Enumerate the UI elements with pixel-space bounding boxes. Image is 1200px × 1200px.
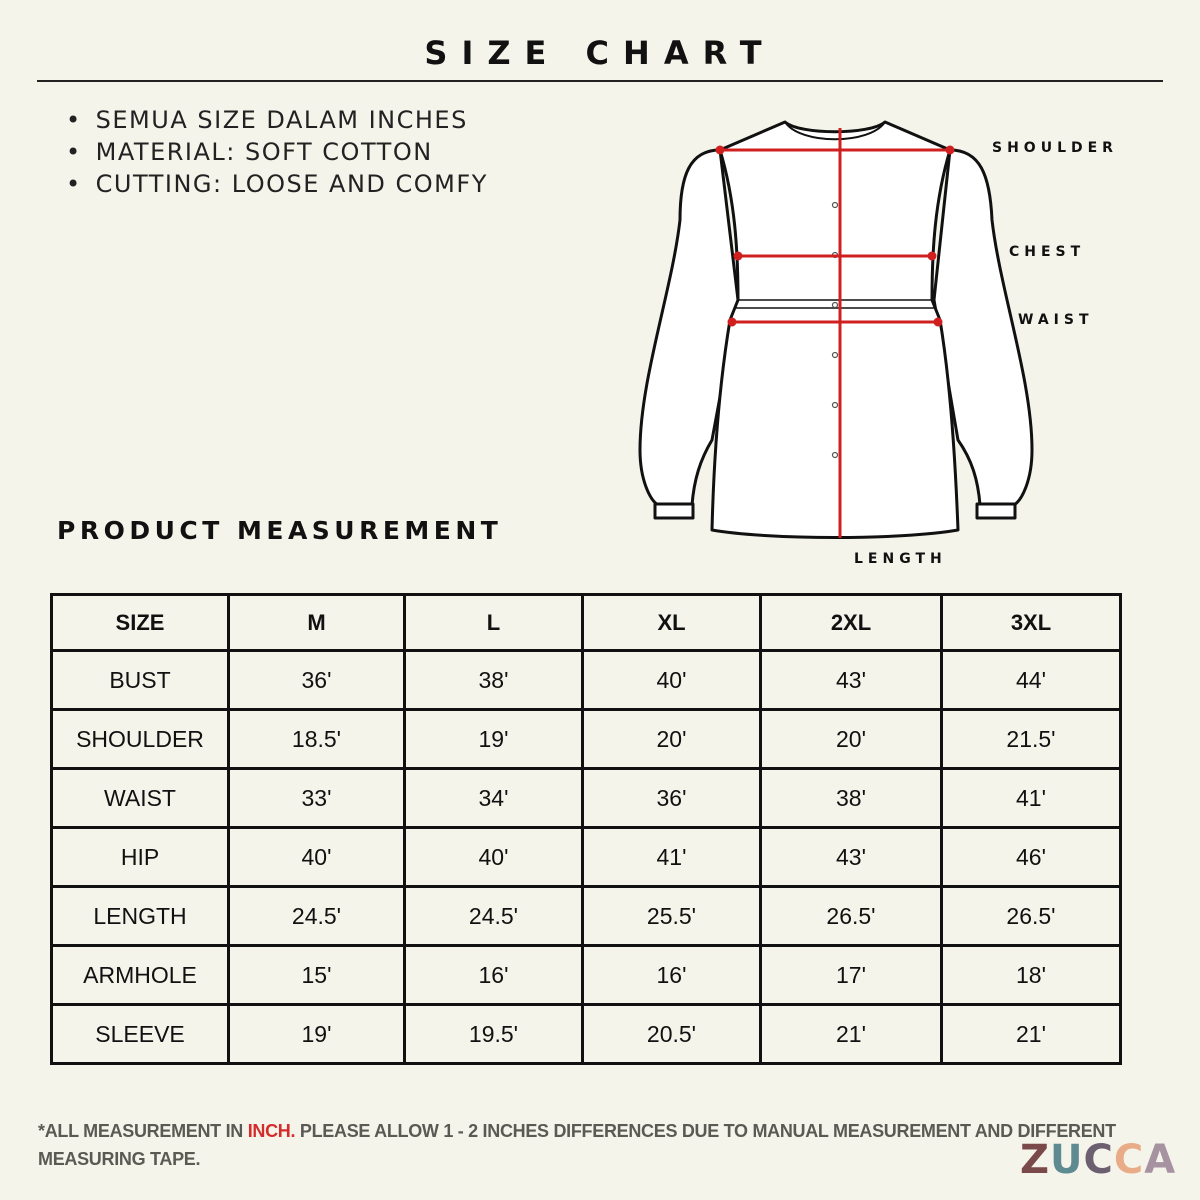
value-cell: 38': [759, 767, 943, 829]
value-cell: 20': [581, 708, 762, 770]
value-cell: 21': [759, 1003, 943, 1065]
value-cell: 43': [759, 826, 943, 888]
row-label-cell: WAIST: [50, 767, 230, 829]
value-cell: 38': [403, 649, 584, 711]
row-label-cell: SLEEVE: [50, 1003, 230, 1065]
header-cell: M: [227, 593, 406, 652]
table-row: WAIST 33' 34' 36' 38' 41': [50, 767, 1122, 829]
value-cell: 15': [227, 944, 406, 1006]
size-table: SIZE M L XL 2XL 3XL BUST 36' 38' 40' 43' 44' S…: [50, 593, 1122, 1065]
value-cell: 34': [403, 767, 584, 829]
section-title: PRODUCT MEASUREMENT: [57, 516, 503, 545]
value-cell: 44': [940, 649, 1122, 711]
page-title: SIZE CHART: [424, 34, 776, 72]
row-label-cell: BUST: [50, 649, 230, 711]
value-cell: 18': [940, 944, 1122, 1006]
value-cell: 26.5': [759, 885, 943, 947]
header-cell: 2XL: [759, 593, 943, 652]
logo-letter: C: [1083, 1137, 1114, 1183]
value-cell: 18.5': [227, 708, 406, 770]
title-divider: [37, 80, 1163, 82]
value-cell: 33': [227, 767, 406, 829]
table-row: LENGTH 24.5' 24.5' 25.5' 26.5' 26.5': [50, 885, 1122, 947]
table-row: SHOULDER 18.5' 19' 20' 20' 21.5': [50, 708, 1122, 770]
length-label: LENGTH: [854, 551, 947, 567]
value-cell: 19': [227, 1003, 406, 1065]
value-cell: 17': [759, 944, 943, 1006]
table-header-row: SIZE M L XL 2XL 3XL: [50, 593, 1122, 652]
shoulder-label: SHOULDER: [992, 140, 1118, 156]
value-cell: 25.5': [581, 885, 762, 947]
value-cell: 36': [227, 649, 406, 711]
header-cell: SIZE: [50, 593, 230, 652]
table-row: SLEEVE 19' 19.5' 20.5' 21' 21': [50, 1003, 1122, 1065]
value-cell: 41': [581, 826, 762, 888]
value-cell: 19': [403, 708, 584, 770]
waist-label: WAIST: [1018, 312, 1094, 328]
logo-letter: U: [1050, 1137, 1084, 1183]
note-item: CUTTING: LOOSE AND COMFY: [66, 168, 488, 200]
table-row: HIP 40' 40' 41' 43' 46': [50, 826, 1122, 888]
logo-letter: A: [1144, 1137, 1177, 1183]
value-cell: 36': [581, 767, 762, 829]
value-cell: 21.5': [940, 708, 1122, 770]
shirt-diagram: [638, 120, 1034, 539]
chest-label: CHEST: [1009, 244, 1086, 260]
header-cell: XL: [581, 593, 762, 652]
value-cell: 40': [581, 649, 762, 711]
row-label-cell: LENGTH: [50, 885, 230, 947]
note-item: SEMUA SIZE DALAM INCHES: [66, 104, 488, 136]
note-item: MATERIAL: SOFT COTTON: [66, 136, 488, 168]
row-label-cell: HIP: [50, 826, 230, 888]
footer-highlight: INCH.: [247, 1121, 296, 1141]
value-cell: 43': [759, 649, 943, 711]
value-cell: 41': [940, 767, 1122, 829]
value-cell: 16': [581, 944, 762, 1006]
table-row: ARMHOLE 15' 16' 16' 17' 18': [50, 944, 1122, 1006]
value-cell: 46': [940, 826, 1122, 888]
value-cell: 26.5': [940, 885, 1122, 947]
footer-note: *ALL MEASUREMENT IN INCH. PLEASE ALLOW 1…: [38, 1117, 1200, 1173]
value-cell: 19.5': [403, 1003, 584, 1065]
value-cell: 24.5': [403, 885, 584, 947]
value-cell: 21': [940, 1003, 1122, 1065]
header-cell: 3XL: [940, 593, 1122, 652]
footer-text: PLEASE ALLOW 1 - 2 INCHES DIFFERENCES DU…: [38, 1121, 1116, 1169]
brand-logo: ZUCCA: [1020, 1137, 1176, 1183]
footer-text: *ALL MEASUREMENT IN: [38, 1121, 248, 1141]
value-cell: 16': [403, 944, 584, 1006]
table-row: BUST 36' 38' 40' 43' 44': [50, 649, 1122, 711]
logo-letter: Z: [1020, 1137, 1051, 1183]
value-cell: 20': [759, 708, 943, 770]
value-cell: 20.5': [581, 1003, 762, 1065]
value-cell: 24.5': [227, 885, 406, 947]
notes-list: SEMUA SIZE DALAM INCHES MATERIAL: SOFT C…: [66, 104, 488, 200]
value-cell: 40': [227, 826, 406, 888]
header-cell: L: [403, 593, 584, 652]
value-cell: 40': [403, 826, 584, 888]
row-label-cell: SHOULDER: [50, 708, 230, 770]
logo-letter: C: [1113, 1137, 1145, 1183]
row-label-cell: ARMHOLE: [50, 944, 230, 1006]
